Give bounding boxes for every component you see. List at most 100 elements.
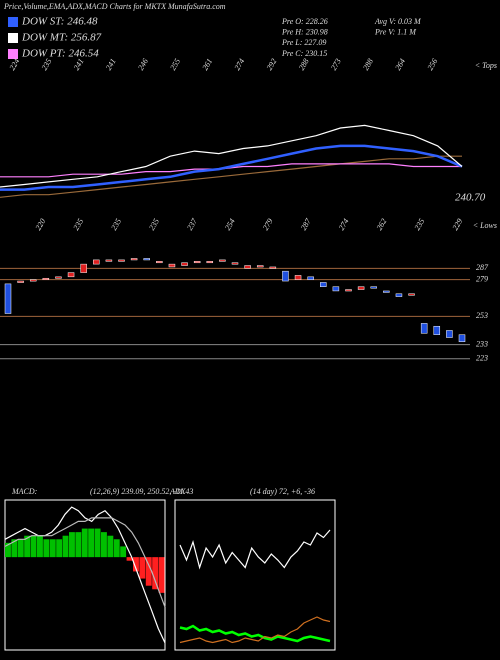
adx-line — [179, 529, 331, 570]
macd-bar — [24, 535, 31, 558]
macd-bar — [75, 532, 82, 558]
candle — [67, 272, 75, 278]
level-label: 253 — [476, 311, 488, 320]
macd-bar — [37, 535, 43, 558]
macd-label: MACD: — [11, 487, 38, 496]
quote: Pre L: 227.09 — [281, 38, 326, 47]
level-label: 233 — [476, 339, 488, 348]
legend-label: DOW MT: 256.87 — [21, 32, 102, 44]
candle — [80, 263, 87, 273]
candle — [231, 262, 239, 265]
macd-bar — [120, 546, 127, 558]
candle — [332, 286, 340, 292]
macd-bar — [81, 528, 88, 558]
candle — [294, 275, 302, 280]
adx-line — [179, 624, 331, 643]
macd-params: (12,26,9) 239.09, 250.52, -11.43 — [90, 487, 193, 496]
macd-line — [4, 506, 166, 644]
legend-label: DOW ST: 246.48 — [21, 16, 98, 28]
candle — [193, 261, 201, 264]
ema-line — [0, 163, 462, 178]
macd-bar — [69, 532, 75, 558]
candle — [156, 261, 163, 264]
macd-panel — [4, 499, 166, 651]
candle — [269, 266, 277, 269]
macd-bar — [107, 535, 114, 558]
macd-bar — [17, 539, 24, 558]
macd-bar — [11, 539, 18, 558]
legend-swatch — [8, 49, 18, 59]
adx-panel — [174, 499, 336, 651]
candle — [93, 259, 100, 265]
tops-title: < Tops — [475, 61, 497, 70]
macd-bar — [101, 532, 107, 558]
chart-title: Price,Volume,EMA,ADX,MACD Charts for MKT… — [3, 2, 226, 11]
candle — [105, 259, 113, 262]
last-price: 240.70 — [455, 192, 486, 204]
macd-bar — [49, 539, 56, 558]
volume: Pre V: 1.1 M — [374, 28, 417, 37]
candle — [29, 279, 37, 282]
candle — [307, 276, 314, 280]
ema-line — [0, 124, 463, 188]
candle — [433, 325, 441, 335]
candle — [244, 265, 251, 269]
adx-line — [179, 616, 331, 644]
candle — [282, 270, 289, 282]
candle — [345, 289, 352, 292]
macd-bar — [94, 528, 101, 558]
lows-title: < Lows — [473, 221, 497, 230]
candle — [143, 258, 150, 261]
candle — [130, 258, 138, 261]
legend-swatch — [8, 33, 18, 43]
volume: Avg V: 0.03 M — [374, 17, 422, 26]
macd-bar — [30, 535, 37, 558]
candle — [383, 290, 390, 293]
macd-bar — [152, 557, 159, 590]
macd-bar — [62, 535, 69, 558]
macd-bar — [5, 542, 11, 558]
candle — [181, 262, 188, 266]
candle — [320, 282, 327, 287]
candle — [357, 286, 365, 290]
macd-bar — [158, 557, 165, 593]
macd-bar — [133, 557, 139, 572]
candle — [370, 286, 377, 289]
candle — [17, 280, 24, 283]
macd-bar — [126, 557, 133, 561]
macd-bar — [56, 539, 63, 558]
candle — [42, 277, 50, 280]
adx-label: ADX — [169, 487, 187, 496]
signal-line — [4, 517, 166, 608]
candle — [446, 330, 453, 338]
candle — [395, 293, 403, 297]
macd-bar — [113, 539, 120, 558]
macd-bar — [139, 557, 146, 579]
quote: Pre C: 230.15 — [281, 49, 327, 58]
candle — [256, 265, 264, 268]
quote: Pre H: 230.98 — [281, 28, 328, 37]
candle — [168, 263, 176, 268]
candle — [118, 259, 125, 262]
macd-bar — [88, 528, 95, 558]
macd-bar — [145, 557, 152, 586]
adx-params: (14 day) 72, +6, -36 — [250, 487, 315, 496]
ema-line — [0, 144, 463, 191]
candle — [55, 276, 62, 279]
legend-swatch — [8, 17, 18, 27]
level-label: 279 — [476, 274, 488, 283]
level-label: 223 — [476, 354, 488, 363]
legend-label: DOW PT: 246.54 — [21, 48, 99, 60]
candle — [420, 323, 428, 334]
ema-line — [0, 155, 462, 198]
candle — [408, 293, 415, 296]
candle — [4, 283, 12, 314]
quote: Pre O: 228.26 — [281, 17, 328, 26]
candle — [206, 261, 214, 264]
level-label: 287 — [476, 263, 489, 272]
candle — [219, 259, 226, 262]
candle — [458, 334, 466, 343]
macd-bar — [43, 539, 50, 558]
